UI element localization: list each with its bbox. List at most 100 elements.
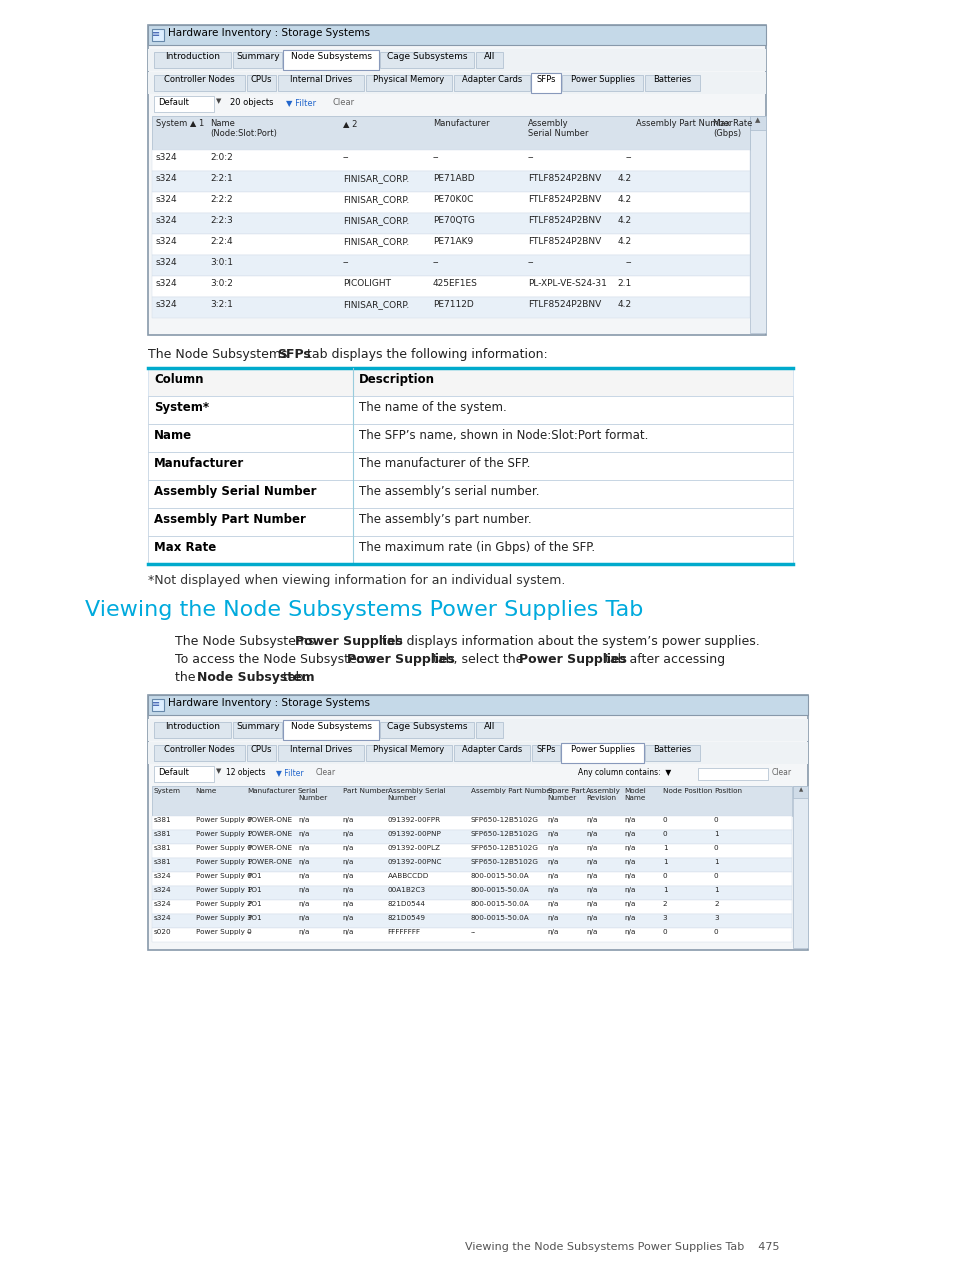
Bar	[531, 745, 559, 761]
Text: Power Supplies: Power Supplies	[518, 653, 626, 666]
Text: n/a: n/a	[342, 859, 354, 866]
Text: n/a: n/a	[585, 845, 597, 852]
Bar	[698, 768, 767, 780]
Text: 0: 0	[713, 929, 718, 935]
Text: 3:0:2: 3:0:2	[210, 280, 233, 289]
Text: tab displays the following information:: tab displays the following information:	[303, 348, 547, 361]
Text: 4.2: 4.2	[618, 216, 631, 225]
Text: n/a: n/a	[547, 915, 558, 921]
Text: Power Supply 0: Power Supply 0	[195, 929, 251, 935]
Text: Part Number: Part Number	[342, 788, 388, 794]
Text: Hardware Inventory : Storage Systems: Hardware Inventory : Storage Systems	[168, 698, 370, 708]
Text: tab displays information about the system’s power supplies.: tab displays information about the syste…	[377, 636, 759, 648]
Text: 2:0:2: 2:0:2	[210, 153, 233, 161]
Text: SFP650-12B5102G: SFP650-12B5102G	[471, 831, 538, 838]
Text: SFP650-12B5102G: SFP650-12B5102G	[471, 817, 538, 824]
Bar	[152, 255, 749, 276]
Bar	[152, 830, 791, 844]
Text: Summary: Summary	[235, 722, 279, 731]
Bar	[644, 75, 700, 92]
Text: System*: System*	[153, 400, 209, 414]
Text: tab.: tab.	[278, 671, 307, 684]
Bar	[283, 719, 379, 740]
Text: n/a: n/a	[585, 873, 597, 880]
Text: FTLF8524P2BNV: FTLF8524P2BNV	[527, 174, 600, 183]
Text: CPUs: CPUs	[251, 745, 272, 754]
Text: n/a: n/a	[547, 845, 558, 852]
Text: PO1: PO1	[247, 915, 261, 921]
Text: Batteries: Batteries	[653, 745, 691, 754]
Bar	[153, 745, 245, 761]
Bar	[148, 508, 792, 536]
Text: n/a: n/a	[342, 817, 354, 824]
Text: s324: s324	[156, 216, 177, 225]
Bar	[792, 785, 807, 948]
Text: s324: s324	[156, 153, 177, 161]
Text: 0: 0	[713, 817, 718, 824]
Text: 20 objects: 20 objects	[230, 98, 274, 107]
Text: n/a: n/a	[624, 873, 635, 880]
Text: 2.1: 2.1	[618, 280, 631, 289]
Text: Power Supply 1: Power Supply 1	[195, 859, 251, 866]
Text: ▼ Filter: ▼ Filter	[286, 98, 315, 107]
Text: Manufacturer: Manufacturer	[153, 458, 244, 470]
Text: Power Supplies: Power Supplies	[294, 636, 402, 648]
Bar	[148, 397, 792, 425]
Text: SFP650-12B5102G: SFP650-12B5102G	[471, 859, 538, 866]
Text: Default: Default	[158, 768, 189, 777]
Text: ≡: ≡	[152, 29, 160, 39]
Text: Name: Name	[195, 788, 216, 794]
Text: PE7112D: PE7112D	[433, 300, 474, 309]
Text: Internal Drives: Internal Drives	[290, 745, 352, 754]
Text: tab after accessing: tab after accessing	[600, 653, 724, 666]
Text: Clear: Clear	[333, 98, 355, 107]
Text: FINISAR_CORP.: FINISAR_CORP.	[343, 174, 409, 183]
Text: FTLF8524P2BNV: FTLF8524P2BNV	[527, 236, 600, 247]
Bar	[148, 742, 807, 764]
Text: n/a: n/a	[297, 831, 309, 838]
Text: SFPs: SFPs	[276, 348, 311, 361]
Bar	[152, 276, 749, 297]
Text: s381: s381	[153, 817, 172, 824]
Text: n/a: n/a	[547, 929, 558, 935]
Text: System ▲ 1: System ▲ 1	[156, 119, 204, 128]
Bar	[749, 116, 765, 333]
Bar	[560, 744, 643, 763]
Text: ▲: ▲	[798, 787, 802, 792]
Text: Default: Default	[158, 98, 189, 107]
Text: n/a: n/a	[547, 887, 558, 894]
Text: All: All	[483, 52, 495, 61]
Text: 821D0549: 821D0549	[387, 915, 425, 921]
Text: PE70QTG: PE70QTG	[433, 216, 475, 225]
Text: Manufacturer: Manufacturer	[247, 788, 295, 794]
Text: SFPs: SFPs	[536, 75, 556, 84]
Text: n/a: n/a	[547, 817, 558, 824]
Text: The manufacturer of the SFP.: The manufacturer of the SFP.	[358, 458, 530, 470]
Bar	[247, 75, 275, 92]
Bar	[454, 745, 529, 761]
Text: n/a: n/a	[342, 831, 354, 838]
Text: --: --	[343, 153, 349, 161]
Text: Max Rate
(Gbps): Max Rate (Gbps)	[712, 119, 752, 137]
Text: Power Supply 0: Power Supply 0	[195, 873, 251, 880]
Text: 3: 3	[662, 915, 667, 921]
Text: Power Supplies: Power Supplies	[347, 653, 455, 666]
Bar	[148, 369, 792, 397]
Bar	[562, 75, 642, 92]
Text: s381: s381	[153, 831, 172, 838]
Text: Assembly Part Number: Assembly Part Number	[471, 788, 553, 794]
Text: The maximum rate (in Gbps) of the SFP.: The maximum rate (in Gbps) of the SFP.	[358, 541, 595, 554]
Text: 4.2: 4.2	[618, 236, 631, 247]
Text: n/a: n/a	[342, 845, 354, 852]
Text: FFFFFFFF: FFFFFFFF	[387, 929, 420, 935]
Text: n/a: n/a	[624, 929, 635, 935]
Text: --: --	[527, 258, 534, 267]
Text: s020: s020	[153, 929, 172, 935]
Text: 0: 0	[662, 929, 667, 935]
Text: FTLF8524P2BNV: FTLF8524P2BNV	[527, 194, 600, 205]
Text: 091392-00PNC: 091392-00PNC	[387, 859, 441, 866]
Text: Name: Name	[153, 430, 192, 442]
Bar	[152, 172, 749, 192]
Text: 800-0015-50.0A: 800-0015-50.0A	[471, 887, 529, 894]
Text: FTLF8524P2BNV: FTLF8524P2BNV	[527, 216, 600, 225]
